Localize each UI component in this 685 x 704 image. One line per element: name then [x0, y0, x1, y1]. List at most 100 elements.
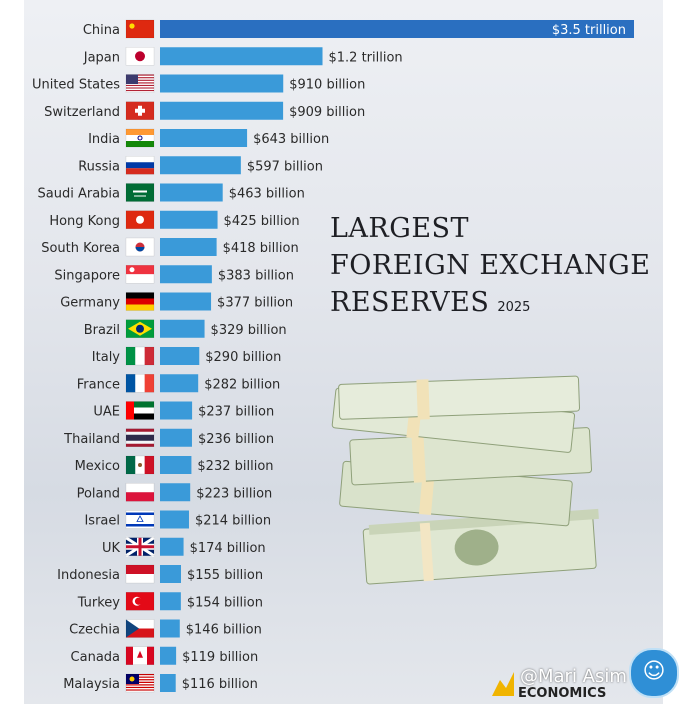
south-korea-flag-icon	[125, 237, 155, 257]
turkey-flag-icon	[125, 592, 155, 611]
switzerland-flag-icon	[125, 101, 155, 120]
data-label: $146 billion	[186, 623, 262, 638]
data-label: $910 billion	[289, 78, 365, 93]
data-label: $223 billion	[196, 486, 272, 501]
thailand-flag-icon	[125, 428, 155, 447]
bar-thailand	[160, 428, 192, 447]
bar-france	[160, 374, 199, 393]
bar-india	[160, 129, 248, 147]
data-label: $425 billion	[224, 214, 300, 229]
russia-flag-icon	[125, 156, 155, 175]
bar-canada	[160, 646, 177, 665]
data-label: $1.2 trillion	[329, 50, 403, 65]
germany-flag-icon	[125, 292, 155, 311]
data-label: $463 billion	[229, 187, 305, 202]
india-flag-icon	[125, 128, 155, 148]
data-label: $214 billion	[195, 514, 271, 529]
saudi-arabia-flag-icon	[125, 183, 155, 202]
category-label: Czechia	[69, 623, 120, 638]
bar-mexico	[160, 456, 192, 474]
category-label: Canada	[71, 650, 120, 665]
data-label: $377 billion	[217, 296, 293, 311]
category-label: Japan	[83, 50, 120, 65]
category-label: Saudi Arabia	[38, 187, 121, 202]
data-label: $643 billion	[253, 132, 329, 147]
category-label: China	[83, 23, 120, 38]
bar-hong-kong	[160, 210, 218, 229]
chart-title: LARGEST FOREIGN EXCHANGE RESERVES 2025	[330, 210, 650, 326]
data-label: $3.5 trillion	[552, 23, 626, 38]
bar-singapore	[160, 265, 212, 284]
japan-flag-icon	[125, 47, 155, 66]
france-flag-icon	[125, 374, 155, 393]
data-label: $282 billion	[204, 377, 280, 392]
china-flag-icon	[125, 19, 155, 39]
category-label: Brazil	[84, 323, 120, 338]
poland-flag-icon	[125, 483, 155, 502]
singapore-flag-icon	[125, 265, 155, 284]
category-label: Turkey	[77, 595, 121, 610]
bar-uae	[160, 401, 193, 420]
category-label: UK	[102, 541, 121, 556]
bar-czechia	[160, 619, 180, 638]
data-label: $909 billion	[289, 105, 365, 120]
bar-saudi-arabia	[160, 183, 223, 202]
bar-germany	[160, 292, 212, 311]
uk-flag-icon	[125, 536, 155, 558]
title-line-1: LARGEST	[330, 213, 470, 244]
czechia-flag-icon	[125, 619, 155, 638]
data-label: $383 billion	[218, 268, 294, 283]
bar-switzerland	[160, 101, 284, 120]
bar-turkey	[160, 592, 181, 611]
category-label: UAE	[93, 405, 120, 420]
data-label: $155 billion	[187, 568, 263, 583]
category-label: Italy	[92, 350, 121, 365]
bar-united-states	[160, 74, 284, 93]
bar-israel	[160, 510, 189, 529]
data-label: $119 billion	[182, 650, 258, 665]
category-label: Malaysia	[63, 677, 120, 692]
watermark-credit: @Mari Asim	[520, 666, 627, 687]
category-label: United States	[32, 78, 120, 93]
category-label: Mexico	[75, 459, 120, 474]
bar-italy	[160, 347, 200, 365]
data-label: $116 billion	[182, 677, 258, 692]
economics-logo-icon	[492, 672, 514, 696]
italy-flag-icon	[125, 346, 155, 366]
bar-china	[160, 20, 634, 38]
israel-flag-icon	[125, 510, 155, 529]
category-label: India	[88, 132, 120, 147]
data-label: $418 billion	[223, 241, 299, 256]
category-label: South Korea	[41, 241, 120, 256]
money-stack-illustration	[331, 375, 599, 585]
bar-brazil	[160, 319, 205, 338]
data-label: $154 billion	[187, 595, 263, 610]
data-label: $329 billion	[211, 323, 287, 338]
category-label: France	[77, 377, 120, 392]
indonesia-flag-icon	[125, 564, 155, 584]
category-label: Switzerland	[44, 105, 120, 120]
mexico-flag-icon	[125, 455, 155, 475]
malaysia-flag-icon	[125, 673, 155, 693]
uae-flag-icon	[125, 401, 155, 420]
category-label: Russia	[78, 159, 120, 174]
bar-malaysia	[160, 674, 176, 692]
data-label: $174 billion	[190, 541, 266, 556]
data-label: $597 billion	[247, 159, 323, 174]
watermark-brand: ECONOMICS	[518, 686, 607, 701]
category-label: Hong Kong	[49, 214, 120, 229]
category-label: Israel	[84, 514, 120, 529]
bar-poland	[160, 483, 191, 502]
category-label: Thailand	[63, 432, 120, 447]
avatar-icon[interactable]: ☺	[629, 648, 679, 698]
category-label: Indonesia	[57, 568, 120, 583]
title-line-2: FOREIGN EXCHANGE	[330, 250, 651, 281]
bar-indonesia	[160, 565, 181, 583]
category-label: Poland	[77, 486, 120, 501]
title-year: 2025	[497, 300, 531, 315]
bar-uk	[160, 537, 184, 556]
data-label: $232 billion	[197, 459, 273, 474]
brazil-flag-icon	[125, 319, 155, 338]
